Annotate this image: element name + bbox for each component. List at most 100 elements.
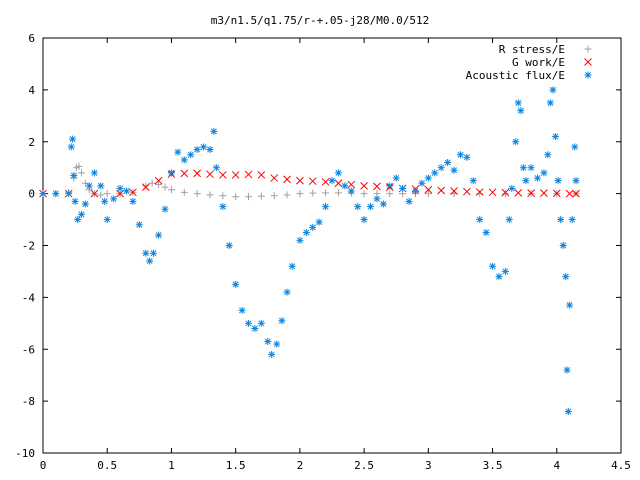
data-point — [552, 189, 561, 198]
data-point — [97, 191, 105, 199]
data-point — [347, 180, 356, 189]
plot-border — [42, 37, 622, 454]
data-point — [431, 169, 439, 177]
data-point — [206, 170, 214, 179]
x-tick-label: 0 — [40, 459, 47, 472]
data-point — [39, 190, 47, 198]
y-tick-label: 2 — [28, 136, 35, 149]
data-point — [501, 188, 510, 197]
data-point — [562, 273, 570, 281]
y-axis: -10 -8 -6 -4 -2 0 2 4 6 — [15, 32, 621, 460]
data-point — [238, 306, 246, 314]
y-tick-label: 0 — [28, 188, 35, 201]
data-point — [437, 186, 446, 195]
data-point — [476, 190, 484, 198]
x-tick-label: 2 — [297, 459, 304, 472]
data-point — [75, 162, 83, 170]
data-point — [386, 182, 394, 190]
data-point — [347, 187, 355, 195]
data-point — [81, 200, 89, 208]
data-point — [154, 176, 163, 185]
data-point — [283, 191, 291, 199]
data-point — [141, 183, 150, 191]
data-point — [527, 189, 535, 197]
data-point — [522, 177, 530, 185]
data-point — [508, 184, 516, 192]
data-point — [146, 257, 154, 265]
data-point — [399, 184, 407, 192]
data-point — [180, 156, 188, 164]
data-point — [232, 280, 240, 288]
x-tick-label: 4 — [553, 459, 560, 472]
data-point — [411, 187, 419, 195]
data-point — [549, 86, 557, 94]
data-point — [519, 164, 527, 172]
data-point — [571, 143, 579, 151]
data-point — [322, 203, 330, 211]
data-point — [354, 203, 362, 211]
data-point — [129, 188, 137, 197]
data-point — [540, 189, 548, 197]
data-point — [505, 216, 513, 224]
data-point — [367, 203, 375, 211]
data-point — [142, 182, 150, 190]
data-point — [97, 182, 105, 190]
data-point — [103, 190, 111, 198]
x-tick-label: 2.5 — [354, 459, 374, 472]
series-layer — [39, 86, 580, 415]
data-point — [210, 127, 218, 135]
data-point — [379, 200, 387, 208]
data-point — [200, 143, 208, 151]
y-tick-label: -6 — [22, 343, 35, 356]
data-point — [360, 216, 368, 224]
y-tick-label: 4 — [28, 84, 35, 97]
data-point — [557, 216, 565, 224]
data-point — [437, 164, 445, 172]
data-point — [517, 107, 525, 115]
data-point — [187, 151, 195, 159]
data-point — [257, 192, 265, 200]
data-point — [270, 174, 279, 182]
data-point — [360, 181, 368, 190]
data-point — [564, 408, 572, 415]
x-tick-label: 1 — [168, 459, 175, 472]
plot-frame — [42, 37, 622, 454]
data-point — [373, 182, 381, 191]
data-point — [315, 218, 323, 226]
data-point — [418, 179, 426, 187]
x-tick-label: 0.5 — [97, 459, 117, 472]
data-point — [101, 197, 109, 205]
data-point — [489, 262, 497, 270]
x-tick-label: 3.5 — [483, 459, 503, 472]
data-point — [180, 169, 189, 178]
x-tick-label: 3 — [425, 459, 432, 472]
data-point — [67, 143, 75, 151]
data-point — [155, 181, 163, 189]
x-tick-label: 1.5 — [226, 459, 246, 472]
data-point — [219, 203, 227, 211]
legend-label: R stress/E — [499, 43, 565, 56]
data-point — [544, 151, 552, 159]
data-point — [232, 193, 240, 201]
series-2 — [39, 86, 580, 415]
y-tick-label: 6 — [28, 32, 35, 45]
data-point — [193, 146, 201, 154]
data-point — [244, 170, 253, 179]
data-point — [148, 179, 156, 187]
legend-marker — [584, 45, 592, 53]
data-point — [288, 262, 296, 270]
data-point — [527, 164, 535, 172]
legend-marker — [584, 71, 592, 79]
data-point — [103, 216, 111, 224]
data-point — [554, 177, 562, 185]
data-point — [69, 135, 77, 143]
data-point — [572, 177, 580, 185]
data-point — [476, 216, 484, 224]
data-point — [180, 188, 188, 196]
data-point — [257, 171, 266, 179]
data-point — [488, 188, 497, 197]
data-point — [444, 159, 452, 166]
data-point — [450, 166, 458, 174]
data-point — [546, 99, 554, 107]
data-point — [245, 319, 253, 327]
